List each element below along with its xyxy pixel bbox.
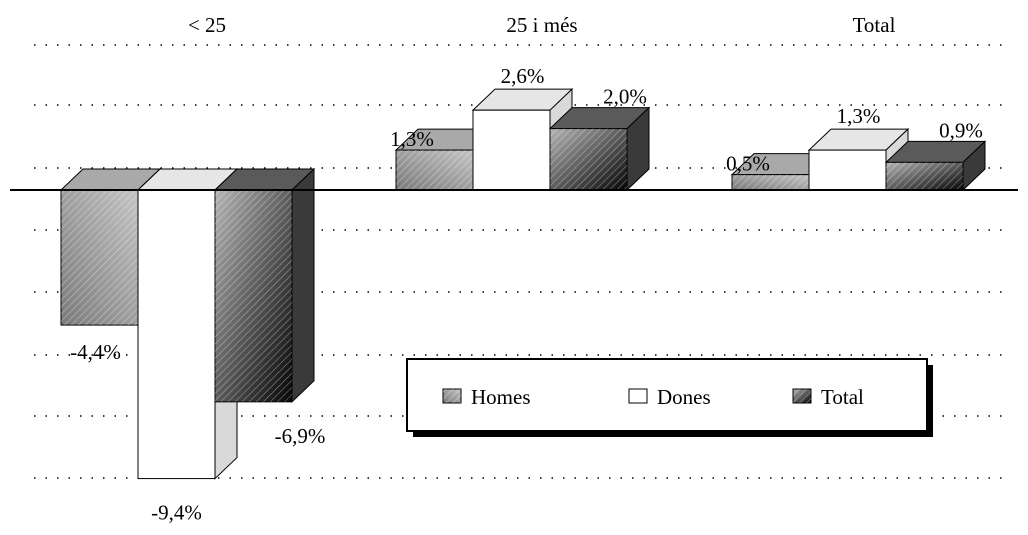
- data-label: -4,4%: [70, 340, 121, 364]
- data-label: 1,3%: [390, 127, 434, 151]
- legend-label: Total: [821, 385, 864, 409]
- data-labels: -4,4% -9,4% -6,9% 1,3% 2,6% 2,0% 0,5% 1,3% 0,9%: [70, 64, 983, 524]
- legend-item-total: Total: [792, 385, 864, 409]
- bar-hatching: [550, 128, 627, 190]
- bar-hatching: [396, 150, 473, 190]
- legend-item-homes: Homes: [442, 385, 531, 409]
- category-label: 25 i més: [506, 13, 577, 37]
- bar-front-face: [808, 149, 887, 191]
- data-label: 1,3%: [837, 104, 881, 128]
- bar-total-total: [884, 140, 987, 192]
- data-label: 0,9%: [939, 118, 983, 142]
- bar-hatching: [732, 174, 809, 190]
- legend-swatch-hatch: [443, 389, 461, 403]
- legend: Homes Dones Total: [406, 358, 933, 437]
- legend-item-dones: Dones: [628, 385, 711, 409]
- bar-front-face: [137, 189, 216, 480]
- bar-hatching: [886, 162, 963, 190]
- bar-front-face: [472, 109, 551, 191]
- legend-label: Dones: [657, 385, 711, 409]
- bars: [59, 88, 987, 480]
- data-label: 2,0%: [603, 85, 647, 109]
- legend-swatch-hatch: [793, 389, 811, 403]
- category-label: Total: [853, 13, 896, 37]
- data-label: -6,9%: [275, 424, 326, 448]
- bar-hatching: [215, 190, 292, 402]
- legend-label: Homes: [471, 385, 531, 409]
- category-label: < 25: [188, 13, 226, 37]
- data-label: 2,6%: [501, 64, 545, 88]
- data-label: 0,5%: [726, 152, 770, 176]
- bar-hatching: [61, 190, 138, 326]
- bar-side-face: [291, 167, 315, 403]
- legend-box: [406, 358, 928, 432]
- category-labels: < 25 25 i més Total: [188, 13, 896, 37]
- data-label: -9,4%: [151, 501, 202, 525]
- bar-total-25-i-m-s: [548, 106, 651, 192]
- bar-total-25: [213, 167, 316, 403]
- legend-swatch: [628, 388, 648, 404]
